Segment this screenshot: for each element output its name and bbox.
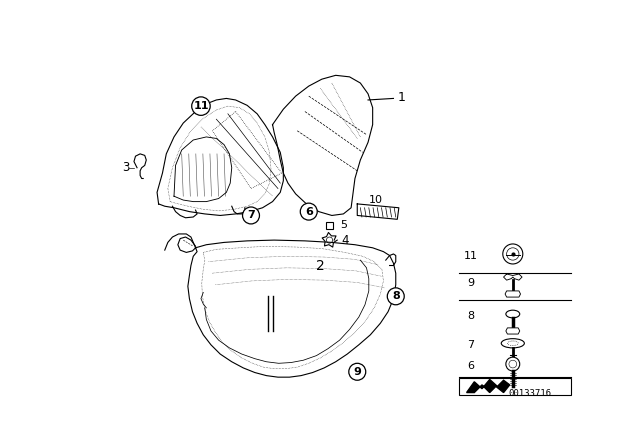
Text: 4: 4 (341, 233, 349, 246)
Text: 6: 6 (467, 361, 474, 370)
Text: 11: 11 (463, 250, 477, 260)
Text: 5: 5 (340, 220, 347, 230)
Bar (326, 222, 333, 228)
Circle shape (349, 363, 365, 380)
Circle shape (243, 207, 259, 224)
Text: 10: 10 (369, 195, 383, 205)
Text: 8: 8 (392, 291, 399, 302)
Text: 3: 3 (123, 161, 130, 174)
Circle shape (387, 288, 404, 305)
Text: 2: 2 (316, 258, 324, 272)
Text: 8: 8 (467, 310, 474, 321)
Text: 9: 9 (467, 278, 474, 288)
Text: 11: 11 (193, 101, 209, 111)
Circle shape (506, 357, 520, 371)
Text: 1: 1 (397, 91, 405, 104)
Text: 7: 7 (467, 340, 474, 350)
Text: 6: 6 (305, 207, 313, 217)
Polygon shape (505, 291, 520, 297)
Text: 9: 9 (353, 367, 361, 377)
Polygon shape (467, 379, 509, 392)
Bar (459, 378, 570, 395)
Ellipse shape (506, 310, 520, 318)
Text: 00133716: 00133716 (508, 389, 551, 398)
Polygon shape (506, 328, 520, 334)
Ellipse shape (501, 339, 524, 348)
Circle shape (300, 203, 317, 220)
Text: 7: 7 (247, 211, 255, 220)
Circle shape (192, 97, 210, 116)
